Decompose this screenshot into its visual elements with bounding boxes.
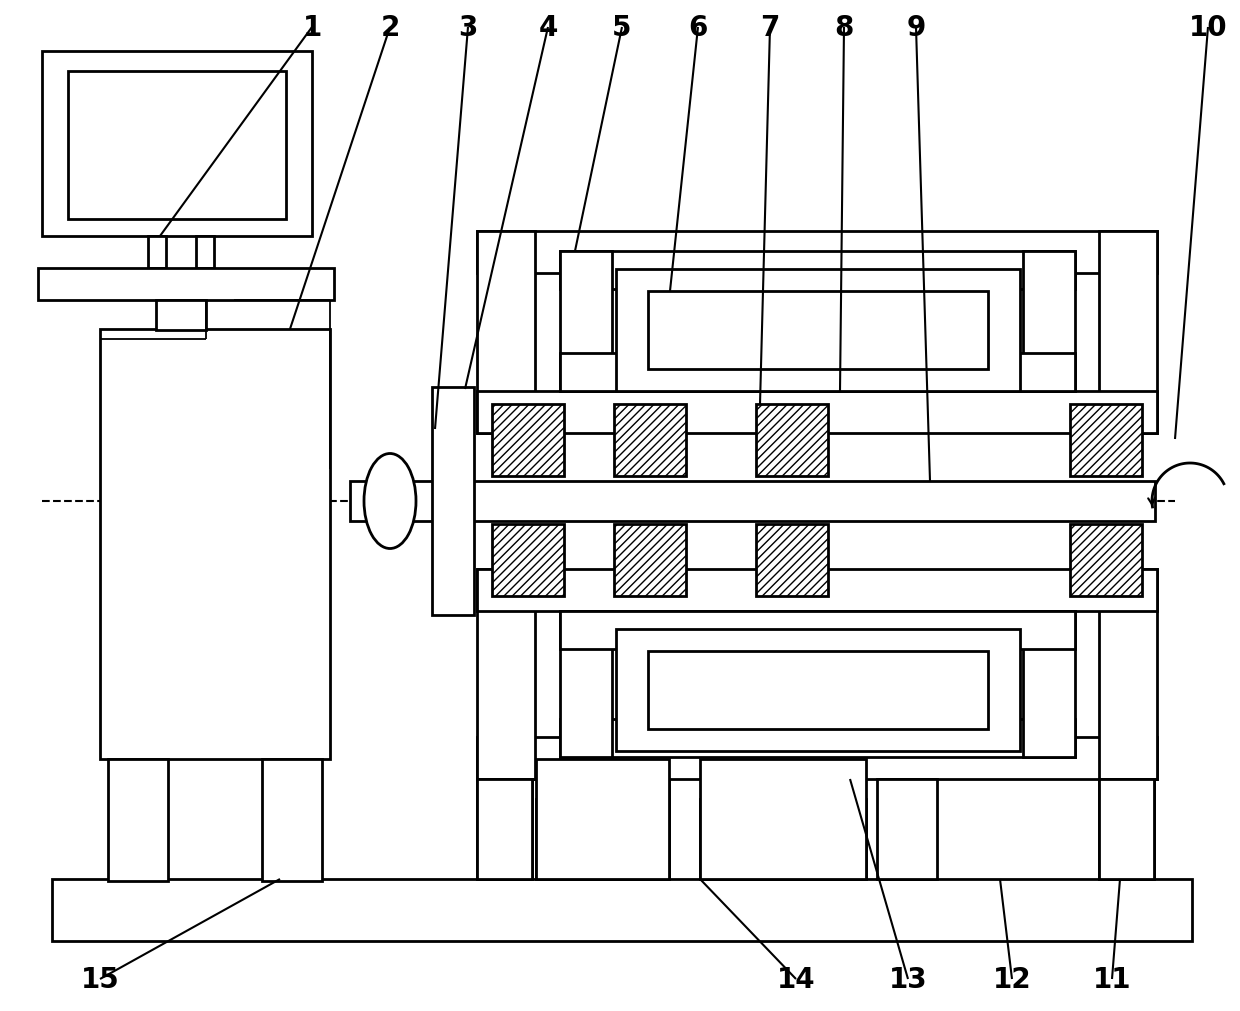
Bar: [68, 72, 286, 219]
Bar: [560, 719, 1075, 757]
Bar: [432, 387, 474, 616]
Bar: [1070, 525, 1142, 596]
Text: 6: 6: [688, 14, 708, 42]
Text: 5: 5: [613, 14, 631, 42]
Bar: [1023, 252, 1075, 391]
Bar: [477, 232, 534, 434]
Bar: [649, 651, 988, 729]
Bar: [616, 270, 1021, 391]
Bar: [262, 759, 322, 882]
Bar: [477, 569, 1157, 612]
Bar: [148, 237, 166, 269]
Bar: [616, 630, 1021, 751]
Text: 1: 1: [303, 14, 321, 42]
Bar: [492, 525, 564, 596]
Bar: [536, 759, 670, 880]
Bar: [108, 759, 167, 882]
Text: 2: 2: [381, 14, 399, 42]
Text: 10: 10: [1189, 14, 1228, 42]
Bar: [756, 525, 828, 596]
Bar: [477, 569, 534, 779]
Bar: [877, 779, 937, 880]
Bar: [1023, 612, 1075, 757]
Bar: [492, 404, 564, 476]
Bar: [614, 779, 670, 880]
Bar: [756, 404, 828, 476]
Bar: [350, 481, 1154, 522]
Ellipse shape: [365, 454, 415, 549]
Bar: [477, 779, 532, 880]
Bar: [1099, 779, 1154, 880]
Bar: [756, 779, 811, 880]
Bar: [649, 292, 988, 370]
Text: 13: 13: [889, 966, 928, 993]
Bar: [701, 800, 866, 880]
Text: 15: 15: [81, 966, 119, 993]
Text: 4: 4: [538, 14, 558, 42]
Bar: [1099, 779, 1154, 880]
Bar: [560, 252, 613, 391]
Bar: [477, 232, 1157, 274]
Bar: [1099, 232, 1157, 434]
Text: 3: 3: [459, 14, 477, 42]
Bar: [536, 800, 670, 880]
Bar: [1070, 404, 1142, 476]
Bar: [100, 330, 330, 759]
Text: 7: 7: [760, 14, 780, 42]
Bar: [477, 391, 1157, 434]
Bar: [52, 880, 1192, 941]
Bar: [42, 52, 312, 237]
Bar: [560, 252, 1075, 290]
Bar: [38, 269, 334, 300]
Bar: [560, 354, 1075, 391]
Text: 11: 11: [1092, 966, 1131, 993]
Bar: [701, 759, 866, 880]
Bar: [614, 404, 686, 476]
Text: 8: 8: [835, 14, 853, 42]
Bar: [477, 737, 1157, 779]
Text: 12: 12: [993, 966, 1032, 993]
Bar: [1099, 569, 1157, 779]
Bar: [614, 525, 686, 596]
Bar: [880, 779, 935, 880]
Bar: [560, 612, 613, 757]
Bar: [477, 779, 532, 880]
Bar: [156, 300, 206, 331]
Text: 14: 14: [776, 966, 816, 993]
Bar: [196, 237, 215, 269]
Text: 9: 9: [906, 14, 925, 42]
Bar: [560, 612, 1075, 649]
